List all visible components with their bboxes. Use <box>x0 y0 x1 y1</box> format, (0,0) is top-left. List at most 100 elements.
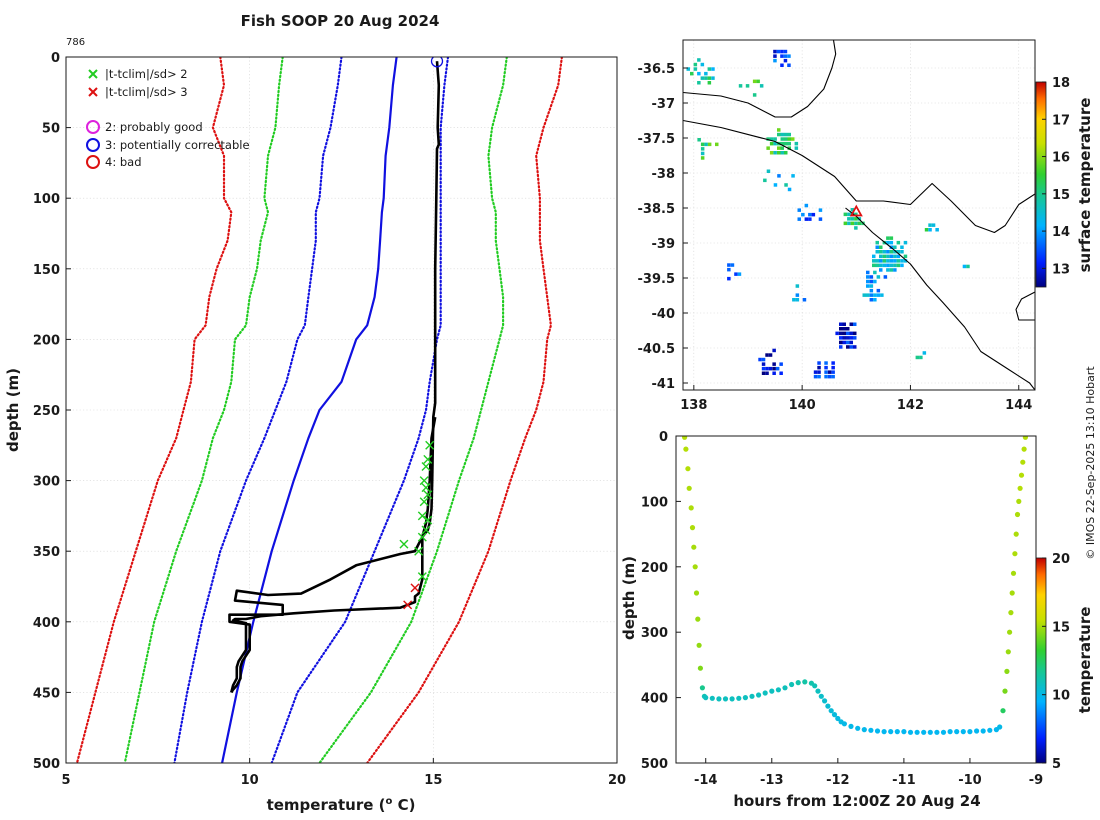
track-point <box>940 729 947 735</box>
sst-pixel <box>787 141 791 146</box>
sst-pixel <box>817 370 821 374</box>
profile-flags <box>399 57 444 610</box>
sst-pixel <box>889 236 894 240</box>
sst-pixel <box>801 212 805 217</box>
sst-pixel <box>700 151 705 156</box>
sst-pixel <box>759 84 764 88</box>
track-point <box>1008 610 1014 616</box>
sst-pixel <box>758 357 762 362</box>
sst-pixel <box>780 132 784 137</box>
track-point <box>841 721 848 727</box>
sst-pixel <box>869 275 874 279</box>
sst-pixel <box>847 221 851 226</box>
track-axes-box <box>675 435 1037 764</box>
map-xtick-label: 144 <box>1005 398 1032 413</box>
track-ytick-label: 300 <box>641 626 668 641</box>
sst-pixel <box>686 67 690 71</box>
sst-pixel <box>882 250 887 254</box>
sst-pixel <box>849 331 853 336</box>
sst-pixel <box>931 223 936 227</box>
track-point <box>855 725 861 731</box>
sst-pixel <box>882 263 887 268</box>
sst-pixel <box>966 264 970 269</box>
sst-pixel <box>883 275 888 279</box>
sst-pixel <box>889 240 894 245</box>
map-colorbar-tick-label: 15 <box>1052 188 1070 203</box>
sst-pixel <box>780 54 784 58</box>
sst-pixel <box>700 62 705 67</box>
sst-pixel <box>795 293 800 297</box>
track-point <box>689 525 696 531</box>
track-point <box>835 715 841 722</box>
sst-pixel <box>866 270 870 275</box>
profile-series-5 <box>75 57 233 763</box>
profile-ytick-label: 50 <box>42 122 60 137</box>
sst-pixel <box>879 263 883 268</box>
profile-ytick-label: 350 <box>33 545 60 560</box>
sst-pixel <box>842 336 846 340</box>
sst-pixel <box>928 228 932 232</box>
sst-pixel <box>903 240 908 245</box>
sst-pixel <box>761 366 766 371</box>
sst-pixel <box>846 331 850 336</box>
sst-pixel <box>766 137 770 141</box>
sst-pixel <box>886 250 890 254</box>
track-point <box>901 729 907 735</box>
sst-pixel <box>849 345 853 349</box>
sst-pixel <box>727 263 731 267</box>
track-point <box>795 680 801 686</box>
track-point <box>954 729 960 735</box>
sst-pixel <box>779 362 783 366</box>
sst-pixel <box>866 275 870 279</box>
legend-marker <box>88 87 98 97</box>
map-colorbar-label: surface temperature <box>1076 98 1094 273</box>
sst-pixel <box>715 142 719 147</box>
flag-sd2-marker <box>423 490 433 500</box>
sst-pixel <box>777 151 781 155</box>
track-ytick-label: 500 <box>641 757 668 772</box>
sst-pixel <box>773 151 777 155</box>
map-coastline <box>683 40 1035 390</box>
map-ytick-label: -37.5 <box>638 132 675 147</box>
track-colorbar-tick-label: 20 <box>1052 552 1070 567</box>
sst-pixel <box>853 336 857 340</box>
sst-pixel <box>882 254 887 259</box>
legend-label: |t-tclim|/sd> 3 <box>105 85 188 99</box>
track-point <box>1020 459 1026 465</box>
sst-pixel <box>756 79 760 84</box>
profile-ytick-label: 250 <box>33 404 60 419</box>
track-point <box>722 696 729 702</box>
sst-pixel <box>893 263 897 268</box>
sst-pixel <box>924 228 929 232</box>
track-xtick-label: -13 <box>760 773 784 788</box>
track-point <box>825 703 831 709</box>
sst-pixel <box>889 268 894 272</box>
flag-sd2-marker <box>399 539 409 549</box>
track-point <box>1007 629 1013 635</box>
sst-pixel <box>839 331 843 336</box>
sst-pixel <box>854 226 858 230</box>
track-ytick-label: 0 <box>659 430 668 445</box>
flag-cross-stroke <box>421 461 431 471</box>
sst-pixel <box>768 353 773 357</box>
track-point <box>756 692 762 698</box>
sst-pixel <box>879 254 883 259</box>
sst-pixel <box>700 156 705 160</box>
sst-pixel <box>773 54 777 58</box>
profile-xtick-label: 5 <box>61 773 70 788</box>
sst-pixel <box>962 264 967 269</box>
track-xtick-label: -11 <box>892 773 916 788</box>
track-point <box>1010 570 1017 576</box>
sst-pixel <box>795 298 800 302</box>
sst-pixel <box>765 366 769 371</box>
sst-pixel <box>792 298 796 302</box>
track-point <box>1005 649 1011 655</box>
flag-sd2-marker <box>419 476 429 486</box>
legend-label: 2: probably good <box>105 120 203 134</box>
flag-sd2-marker <box>414 546 424 556</box>
track-point <box>927 729 933 735</box>
track-point <box>921 729 927 735</box>
track-point <box>696 642 702 648</box>
sst-pixel <box>780 146 784 150</box>
sst-pixel <box>900 250 904 254</box>
